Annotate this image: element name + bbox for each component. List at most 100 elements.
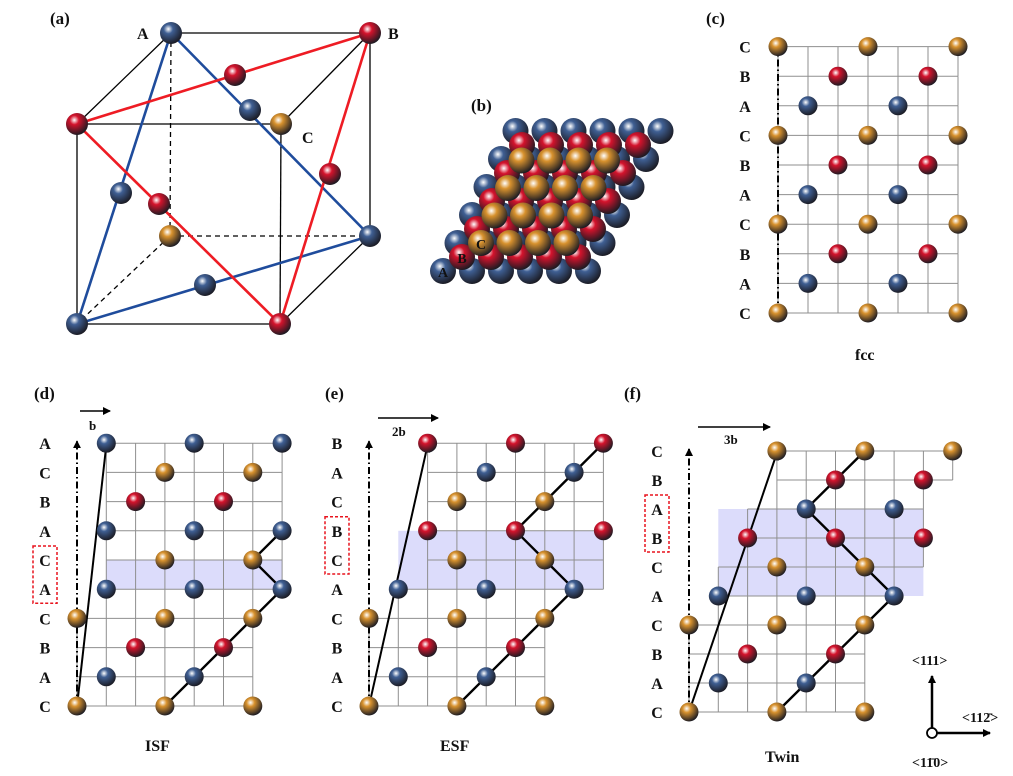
atom-c-orange bbox=[447, 492, 467, 512]
atom-b-red bbox=[269, 313, 291, 335]
atom-a-blue bbox=[888, 96, 908, 116]
atom-a-blue bbox=[796, 499, 816, 519]
layer-label-c: C bbox=[739, 128, 751, 145]
layer-label-b: B bbox=[740, 247, 751, 264]
atom-c-orange bbox=[159, 225, 181, 247]
atom-c-orange bbox=[508, 147, 535, 174]
atom-c-orange bbox=[858, 214, 878, 234]
atom-c-orange bbox=[359, 608, 379, 628]
atom-c-orange bbox=[535, 492, 555, 512]
structure-lines bbox=[73, 31, 991, 739]
atom-c-orange bbox=[243, 608, 263, 628]
layer-label-a: A bbox=[39, 670, 51, 687]
atom-c-orange bbox=[155, 696, 175, 716]
atom-c-orange bbox=[243, 462, 263, 482]
axis-label-11-2: <112̄> bbox=[962, 711, 998, 726]
atom-b-red bbox=[826, 528, 845, 548]
panel-b-atom-stack bbox=[430, 118, 674, 284]
atom-c-orange bbox=[538, 202, 565, 229]
atom-c-orange bbox=[858, 125, 878, 145]
atom-c-orange bbox=[855, 615, 875, 635]
plane-line-blue bbox=[170, 32, 371, 237]
atom-b-red bbox=[506, 433, 525, 453]
atom-a-blue bbox=[96, 521, 116, 541]
layer-label-c: C bbox=[651, 444, 663, 461]
atom-c-orange bbox=[948, 125, 968, 145]
panel-e-label: (e) bbox=[325, 384, 344, 403]
atom-c-orange bbox=[155, 608, 175, 628]
layer-label-a: A bbox=[651, 676, 663, 693]
atom-a-blue bbox=[647, 118, 674, 144]
layer-label-a: A bbox=[438, 266, 449, 281]
atom-b-red bbox=[126, 492, 146, 512]
atom-c-orange bbox=[537, 147, 563, 174]
fault-layers-dashed-box bbox=[644, 494, 670, 553]
cube-hidden-edge bbox=[169, 32, 172, 237]
atom-b-red bbox=[828, 155, 848, 175]
atom-b-red bbox=[828, 244, 848, 264]
atom-c-orange bbox=[855, 441, 875, 461]
displacement-vector-arrow bbox=[688, 452, 779, 713]
layer-label-b: B bbox=[332, 524, 343, 541]
corner-label-c: C bbox=[302, 130, 314, 147]
atoms bbox=[66, 22, 968, 722]
layer-label-a: A bbox=[39, 582, 51, 599]
atom-c-orange bbox=[858, 37, 878, 57]
atom-c-orange bbox=[523, 175, 550, 201]
atom-b-red bbox=[148, 193, 170, 215]
atom-c-orange bbox=[243, 550, 263, 570]
atom-a-blue bbox=[239, 99, 261, 121]
atom-a-blue bbox=[798, 273, 818, 293]
cube-edge bbox=[76, 32, 172, 125]
atom-a-blue bbox=[184, 433, 204, 453]
layer-label-b: B bbox=[652, 473, 663, 490]
layer-label-c: C bbox=[39, 465, 51, 482]
layer-label-a: A bbox=[739, 99, 751, 116]
atom-c-orange bbox=[768, 303, 788, 323]
layer-label-a: A bbox=[739, 188, 751, 205]
atom-c-orange bbox=[767, 702, 787, 722]
atom-c-orange bbox=[495, 175, 521, 201]
layer-label-c: C bbox=[331, 611, 343, 628]
labels: (a) A B C (b) (c) fcc (d) ISF b (e) ESF … bbox=[32, 9, 998, 771]
atom-a-blue bbox=[884, 586, 904, 606]
layer-label-c: C bbox=[651, 618, 663, 635]
plane-line-red bbox=[76, 31, 371, 126]
atom-a-blue bbox=[564, 462, 584, 482]
atom-a-blue bbox=[96, 433, 116, 453]
atom-a-blue bbox=[388, 579, 408, 599]
atom-a-blue bbox=[796, 673, 816, 693]
atom-c-orange bbox=[243, 696, 263, 716]
atom-a-blue bbox=[184, 579, 204, 599]
plane-line-blue bbox=[75, 32, 173, 325]
atom-b-red bbox=[913, 470, 933, 490]
atom-b-red bbox=[418, 638, 438, 658]
panel-c-caption: fcc bbox=[855, 347, 875, 364]
layer-label-b: B bbox=[332, 641, 343, 658]
atom-b-red bbox=[224, 64, 246, 86]
atom-b-red bbox=[359, 22, 381, 44]
atom-a-blue bbox=[796, 586, 816, 606]
atom-b-red bbox=[214, 492, 233, 512]
atom-c-orange bbox=[525, 230, 551, 256]
panel-a-label: (a) bbox=[50, 9, 70, 28]
atom-a-blue bbox=[272, 433, 292, 453]
atom-c-orange bbox=[943, 441, 963, 461]
atom-a-blue bbox=[272, 521, 292, 541]
layer-label-c: C bbox=[739, 40, 751, 57]
layer-label-b: B bbox=[40, 641, 51, 658]
atom-a-blue bbox=[184, 521, 204, 541]
atom-a-blue bbox=[184, 667, 204, 687]
atom-a-blue bbox=[194, 274, 216, 296]
axis-1-10-out-of-plane-icon bbox=[926, 727, 938, 739]
panel-f-shift-label: 3b bbox=[724, 432, 738, 447]
atom-a-blue bbox=[272, 579, 292, 599]
layer-label-c: C bbox=[39, 699, 51, 716]
atom-c-orange bbox=[767, 615, 787, 635]
atom-c-orange bbox=[447, 608, 467, 628]
atom-a-blue bbox=[476, 462, 496, 482]
atom-b-red bbox=[913, 528, 933, 548]
corner-label-a: A bbox=[137, 26, 149, 43]
atom-b-red bbox=[918, 244, 938, 264]
cube-edge bbox=[279, 123, 282, 325]
